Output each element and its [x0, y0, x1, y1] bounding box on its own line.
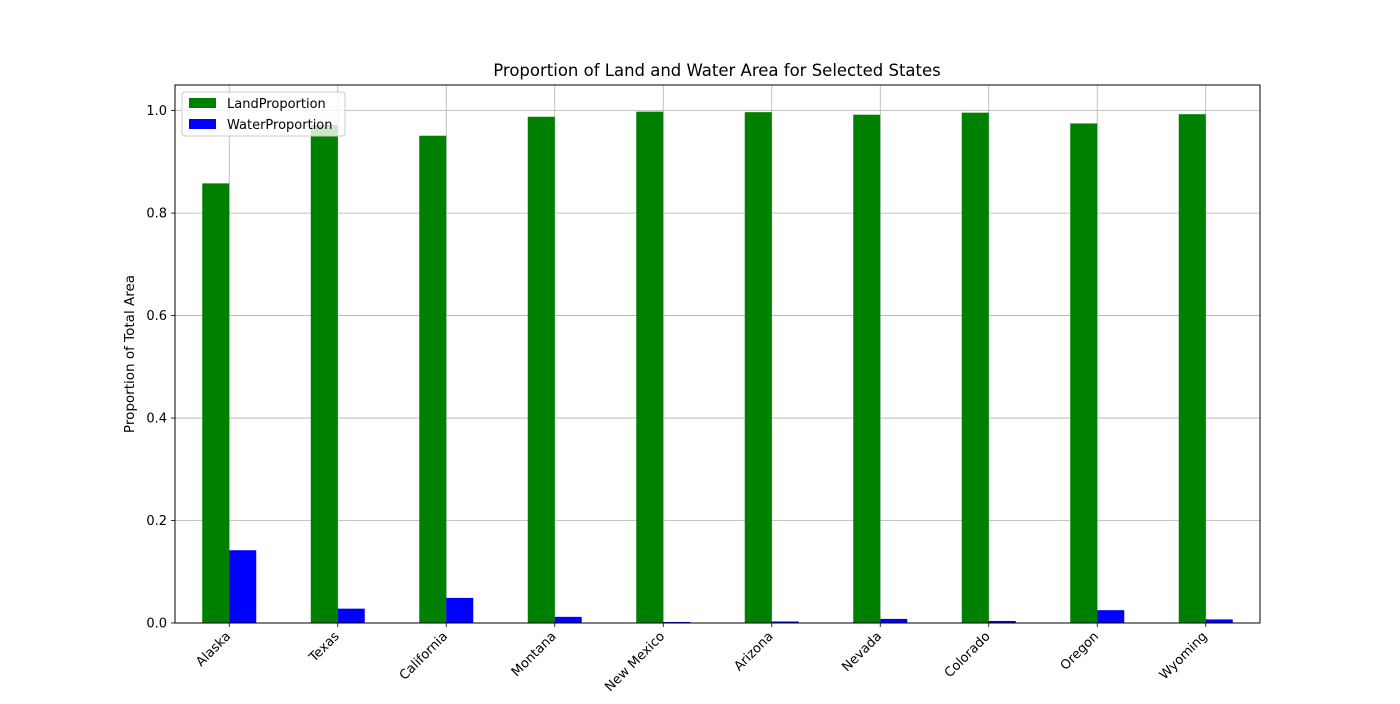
x-tick-label: New Mexico [602, 629, 668, 695]
bar-WaterProportion-colorado [988, 620, 1016, 623]
bar-WaterProportion-oregon [1097, 610, 1125, 623]
x-tick-label: Nevada [839, 629, 885, 675]
y-tick-label: 1.0 [146, 104, 167, 119]
legend-label: WaterProportion [227, 118, 333, 133]
y-tick-label: 0.6 [146, 309, 167, 324]
x-tick-label: Texas [306, 629, 343, 666]
legend-label: LandProportion [227, 97, 326, 112]
x-tick-label: California [397, 629, 451, 683]
legend-box [181, 91, 346, 137]
bar-WaterProportion-wyoming [1205, 619, 1233, 623]
bar-LandProportion-colorado [961, 112, 989, 623]
x-tick-label: Wyoming [1157, 629, 1211, 683]
bar-LandProportion-alaska [202, 183, 230, 623]
bar-WaterProportion-montana [554, 616, 582, 623]
bar-LandProportion-arizona [744, 112, 772, 623]
x-tick-label: Alaska [193, 629, 234, 670]
bar-LandProportion-wyoming [1178, 114, 1206, 623]
x-tick-label: Arizona [731, 629, 776, 674]
bar-WaterProportion-texas [337, 608, 365, 623]
y-tick-label: 0.4 [146, 412, 167, 427]
x-tick-label: Colorado [942, 629, 994, 681]
bar-WaterProportion-alaska [229, 550, 257, 623]
plot-frame [174, 84, 1261, 624]
bar-LandProportion-oregon [1070, 123, 1098, 623]
bar-WaterProportion-new-mexico [663, 621, 691, 623]
bars [202, 111, 1233, 624]
bar-LandProportion-nevada [853, 114, 881, 624]
x-tick-label: Montana [509, 629, 560, 680]
legend-swatch [189, 98, 216, 108]
y-tick-label: 0.2 [146, 514, 167, 529]
x-tick-label: Oregon [1058, 629, 1102, 673]
y-tick-label: 0.8 [146, 207, 167, 222]
bar-WaterProportion-nevada [880, 618, 908, 623]
y-axis-label: Proportion of Total Area [122, 275, 138, 433]
bar-LandProportion-california [419, 135, 447, 623]
bar-LandProportion-montana [527, 116, 555, 624]
legend: LandProportion WaterProportion [181, 91, 346, 137]
bar-WaterProportion-arizona [771, 621, 799, 623]
chart-title: Proportion of Land and Water Area for Se… [493, 61, 941, 80]
legend-swatch [189, 119, 216, 129]
bar-LandProportion-new-mexico [636, 111, 664, 624]
axis-ticks: 0.0 0.2 0.4 0.6 0.8 1.0 Alaska Texas California M… [146, 104, 1210, 695]
bar-LandProportion-texas [310, 124, 338, 624]
bar-WaterProportion-california [446, 597, 474, 623]
y-tick-label: 0.0 [146, 617, 167, 632]
